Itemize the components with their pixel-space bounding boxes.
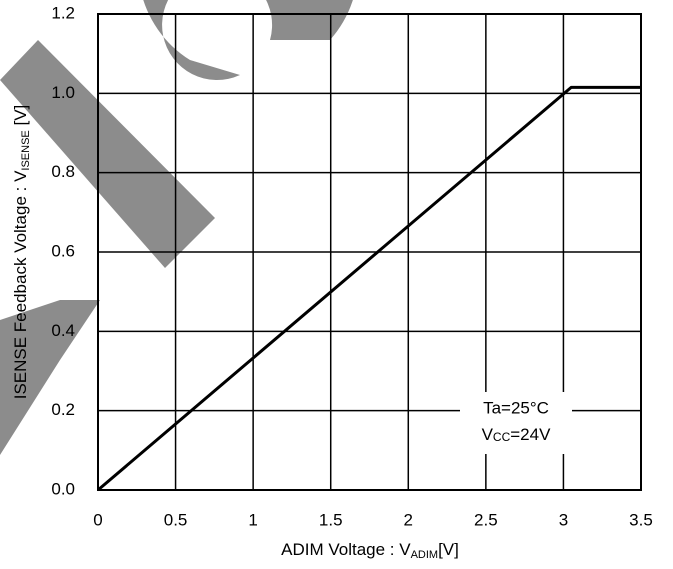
y-tick-label: 1.0 bbox=[51, 83, 75, 102]
annotation-box bbox=[460, 392, 572, 454]
y-tick-label: 0.8 bbox=[51, 162, 75, 181]
y-axis-label: [V] bbox=[11, 105, 30, 131]
data-line bbox=[97, 85, 641, 492]
x-tick-label: 3 bbox=[559, 510, 568, 529]
plot-border bbox=[97, 13, 642, 491]
watermark bbox=[0, 0, 353, 455]
y-tick-label: 0.6 bbox=[51, 241, 75, 260]
x-tick-label: 0.5 bbox=[164, 510, 188, 529]
x-tick-label: 3.5 bbox=[629, 510, 653, 529]
annotation: V bbox=[482, 425, 494, 444]
x-axis-label: ADIM Voltage : VADIM[V] bbox=[281, 540, 459, 560]
x-axis-label: [V] bbox=[438, 540, 459, 559]
x-tick-label: 2.5 bbox=[474, 510, 498, 529]
x-axis-label: ADIM Voltage : V bbox=[281, 540, 411, 559]
y-axis-label: ISENSE Feedback Voltage : VISENSE [V] bbox=[11, 105, 31, 400]
y-tick-label: 0.2 bbox=[51, 400, 75, 419]
y-axis-label: ISENSE Feedback Voltage : V bbox=[11, 170, 30, 399]
annotation: Ta=25°C bbox=[483, 398, 549, 417]
y-tick-label: 1.2 bbox=[51, 3, 75, 22]
annotation-sub: CC bbox=[493, 430, 511, 444]
x-tick-label: 1.5 bbox=[319, 510, 343, 529]
annotation: VCC=24V bbox=[482, 425, 552, 444]
annotation: =24V bbox=[510, 425, 551, 444]
x-axis-label-sub: ADIM bbox=[411, 549, 439, 561]
x-tick-label: 0 bbox=[93, 510, 102, 529]
y-tick-label: 0.0 bbox=[51, 479, 75, 498]
y-axis-label-sub: ISENSE bbox=[20, 130, 32, 170]
x-tick-label: 2 bbox=[404, 510, 413, 529]
y-tick-label: 0.4 bbox=[51, 321, 75, 340]
x-tick-label: 1 bbox=[248, 510, 257, 529]
